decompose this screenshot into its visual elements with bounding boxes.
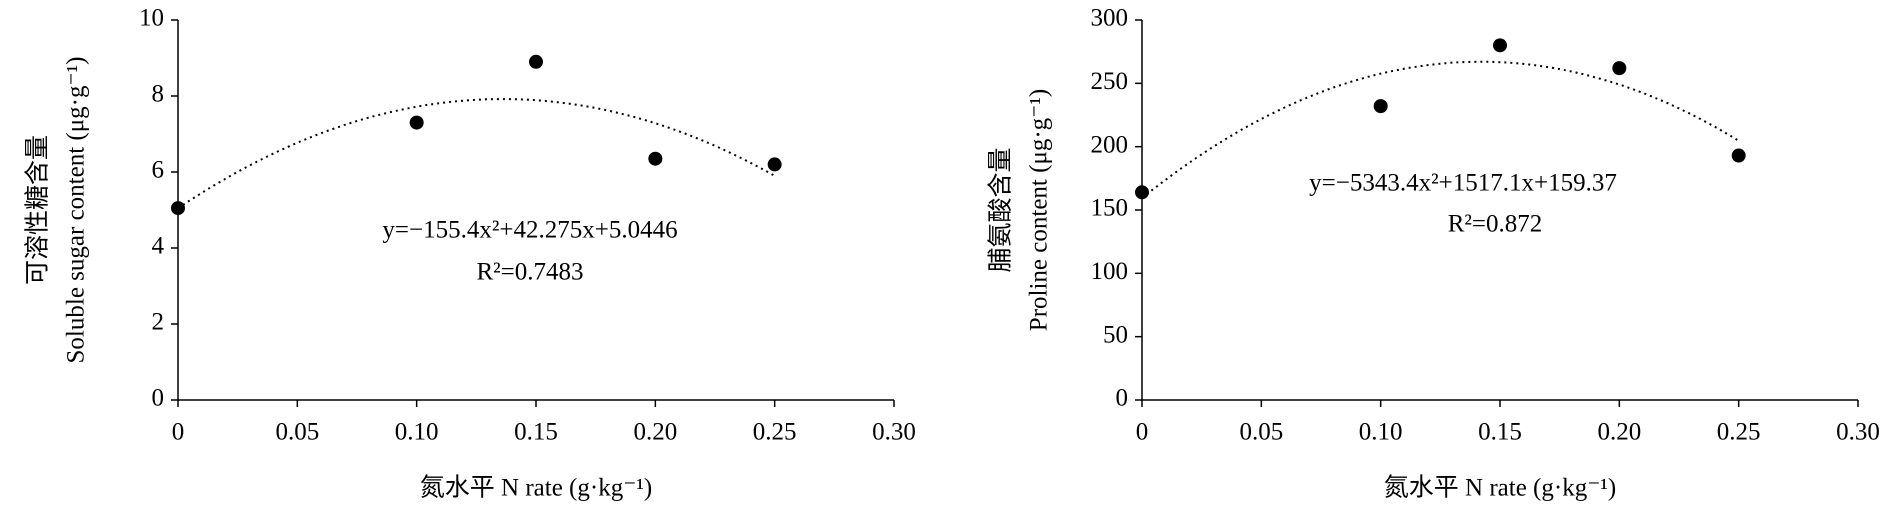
y-tick-label: 50 bbox=[1103, 321, 1128, 348]
y-tick-label: 8 bbox=[152, 81, 165, 108]
trend-equation: y=−5343.4x²+1517.1x+159.37 bbox=[1309, 170, 1617, 197]
y-tick-label: 10 bbox=[139, 5, 164, 32]
y-tick-label: 0 bbox=[1116, 385, 1129, 412]
x-tick-label: 0.05 bbox=[1239, 419, 1283, 446]
x-tick-label: 0.30 bbox=[1836, 419, 1880, 446]
x-tick-label: 0.05 bbox=[275, 419, 319, 446]
point bbox=[529, 54, 543, 69]
point bbox=[171, 201, 185, 216]
point bbox=[1373, 99, 1388, 114]
trend-r2: R²=0.7483 bbox=[476, 259, 583, 286]
trend-equation: y=−155.4x²+42.275x+5.0446 bbox=[382, 217, 677, 244]
x-tick-label: 0.20 bbox=[633, 419, 677, 446]
y-tick-label: 2 bbox=[152, 309, 165, 336]
y-tick-label: 6 bbox=[152, 157, 165, 184]
y-tick-label: 100 bbox=[1091, 258, 1129, 285]
y-axis-label: Proline content (μg·g⁻¹) bbox=[1026, 89, 1053, 331]
trendline bbox=[1141, 60, 1740, 199]
point bbox=[1731, 148, 1746, 163]
point bbox=[767, 157, 782, 172]
point bbox=[1135, 185, 1149, 200]
point bbox=[1493, 38, 1507, 53]
y-axis-label: 脯氨酸含量 bbox=[987, 147, 1015, 272]
x-tick-label: 0 bbox=[172, 419, 185, 446]
x-tick-label: 0.10 bbox=[395, 419, 439, 446]
y-axis-label: Soluble sugar content (μg·g⁻¹) bbox=[63, 57, 90, 364]
x-tick-label: 0.20 bbox=[1597, 419, 1641, 446]
x-tick-label: 0.25 bbox=[1717, 419, 1761, 446]
y-tick-label: 200 bbox=[1091, 131, 1129, 158]
y-tick-label: 150 bbox=[1091, 195, 1129, 222]
x-tick-label: 0.15 bbox=[1478, 419, 1522, 446]
x-tick-label: 0.25 bbox=[753, 419, 797, 446]
y-tick-label: 300 bbox=[1091, 5, 1129, 32]
x-tick-label: 0.30 bbox=[872, 419, 916, 446]
y-tick-label: 0 bbox=[152, 385, 165, 412]
point bbox=[648, 151, 663, 166]
point bbox=[1612, 61, 1627, 76]
x-axis-label: 氮水平 N rate (g·kg⁻¹) bbox=[420, 474, 652, 502]
x-tick-label: 0.15 bbox=[514, 419, 558, 446]
trend-r2: R²=0.872 bbox=[1448, 211, 1543, 238]
x-axis-label: 氮水平 N rate (g·kg⁻¹) bbox=[1384, 474, 1616, 502]
y-axis-label: 可溶性糖含量 bbox=[24, 135, 52, 285]
y-tick-label: 250 bbox=[1091, 68, 1129, 95]
trendline bbox=[177, 98, 776, 210]
x-tick-label: 0.10 bbox=[1359, 419, 1403, 446]
x-tick-label: 0 bbox=[1136, 419, 1149, 446]
y-tick-label: 4 bbox=[152, 233, 165, 260]
point bbox=[409, 115, 424, 130]
